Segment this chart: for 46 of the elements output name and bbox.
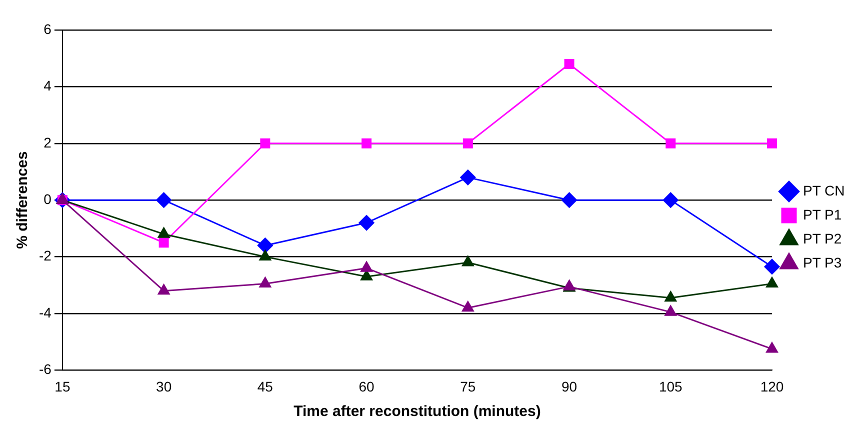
point xyxy=(462,138,473,148)
point xyxy=(460,170,476,186)
point xyxy=(766,342,778,353)
point xyxy=(156,192,172,208)
x-tick-label: 45 xyxy=(257,378,274,394)
y-axis-title: % differences xyxy=(14,151,32,249)
y-tick-label: -2 xyxy=(38,248,52,264)
point xyxy=(362,138,372,148)
point xyxy=(158,284,170,295)
legend-label: PT P1 xyxy=(803,206,842,222)
point xyxy=(564,59,574,70)
point xyxy=(462,256,474,266)
point xyxy=(664,291,677,302)
point xyxy=(562,192,578,208)
point xyxy=(257,238,273,254)
y-tick-label: 4 xyxy=(44,78,52,94)
point xyxy=(664,305,677,316)
point xyxy=(767,138,777,148)
legend-label: PT CN xyxy=(803,182,845,198)
y-tick-label: 2 xyxy=(44,134,52,150)
point xyxy=(259,250,272,261)
x-tick-label: 15 xyxy=(54,378,70,394)
x-tick-label: 60 xyxy=(358,378,375,394)
y-tick-label: -4 xyxy=(38,304,52,320)
y-tick-label: 6 xyxy=(44,20,52,37)
point xyxy=(259,276,272,288)
point xyxy=(360,261,372,272)
point xyxy=(358,215,374,231)
legend-label: PT P3 xyxy=(803,254,842,270)
x-axis-title: Time after reconstitution (minutes) xyxy=(294,403,541,420)
x-tick-label: 120 xyxy=(760,378,784,394)
point xyxy=(662,192,678,208)
legend-label: PT P2 xyxy=(803,230,842,246)
x-tick-label: 90 xyxy=(561,378,578,394)
point xyxy=(766,276,778,288)
point xyxy=(260,138,270,148)
x-tick-label: 105 xyxy=(658,378,683,394)
y-tick-label: -6 xyxy=(38,361,52,378)
point xyxy=(158,238,169,248)
point xyxy=(158,227,170,238)
y-tick-label: 0 xyxy=(44,190,52,207)
point xyxy=(666,138,676,148)
point xyxy=(462,301,474,312)
x-tick-label: 75 xyxy=(460,378,476,394)
x-tick-label: 30 xyxy=(156,378,172,394)
point xyxy=(764,258,780,274)
